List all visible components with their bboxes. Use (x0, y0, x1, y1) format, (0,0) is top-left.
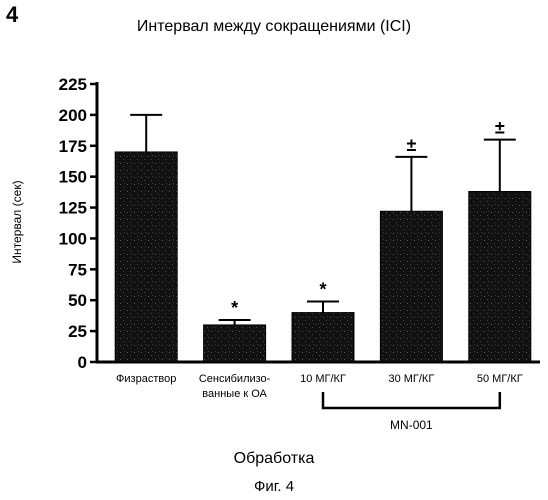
group-bracket-label: MN-001 (390, 418, 433, 432)
bar-chart: 0 25 50 75 100 125 150 175 200 225 * * ± ± Физраство… (0, 0, 548, 450)
category-labels: Физраствор Сенсибилизо-ванные к ОА 10 МГ/К… (116, 373, 523, 432)
significance-marker: ± (406, 135, 416, 155)
y-tick-label: 0 (78, 353, 87, 372)
y-tick-label: 50 (68, 291, 87, 310)
bar (380, 211, 442, 362)
category-label: 30 МГ/КГ (388, 373, 434, 385)
bars: * * ± ± (115, 115, 531, 362)
bar (115, 152, 177, 362)
category-label: Сенсибилизо-ванные к ОА (199, 373, 271, 400)
category-label: 10 МГ/КГ (300, 373, 346, 385)
bar (469, 191, 531, 362)
category-label-line: Физраствор (116, 373, 176, 385)
x-axis-label: Обработка (0, 450, 548, 468)
y-tick-label: 25 (68, 322, 87, 341)
significance-marker: * (231, 298, 238, 318)
category-label: Физраствор (116, 373, 176, 385)
group-bracket (323, 392, 500, 408)
y-tick-label: 125 (59, 199, 87, 218)
y-tick-label: 225 (59, 75, 87, 94)
significance-marker: * (319, 279, 326, 299)
bar (204, 325, 266, 362)
bar (292, 313, 354, 362)
y-tick-label: 75 (68, 260, 87, 279)
category-label-line: 10 МГ/КГ (300, 373, 346, 385)
category-label-line: Сенсибилизо- (199, 373, 271, 385)
y-axis-label: Интервал (сек) (10, 180, 24, 263)
category-label-line: 50 МГ/КГ (477, 373, 523, 385)
figure-caption: Фиг. 4 (0, 478, 548, 495)
y-tick-label: 150 (59, 168, 87, 187)
category-label-line: ванные к ОА (202, 388, 267, 400)
y-tick-label: 175 (59, 137, 87, 156)
y-tick-label: 200 (59, 106, 87, 125)
category-label-line: 30 МГ/КГ (388, 373, 434, 385)
significance-marker: ± (495, 118, 505, 138)
category-label: 50 МГ/КГ (477, 373, 523, 385)
y-tick-label: 100 (59, 229, 87, 248)
